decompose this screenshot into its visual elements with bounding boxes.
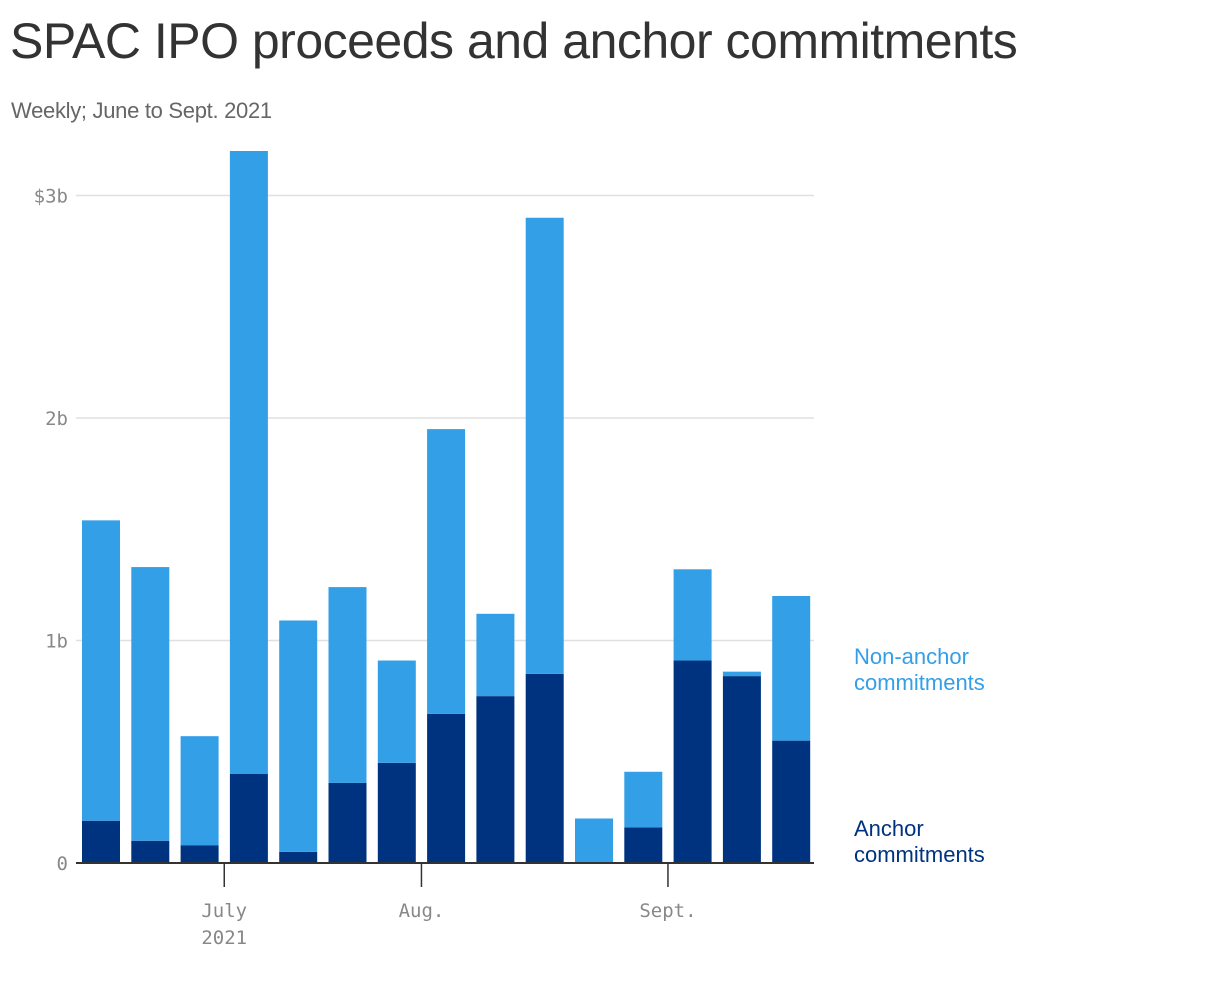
chart-title: SPAC IPO proceeds and anchor commitments — [10, 13, 1018, 69]
chart-subtitle: Weekly; June to Sept. 2021 — [11, 98, 272, 123]
legend-label: Anchor — [854, 816, 924, 841]
bar-anchor — [525, 673, 564, 863]
bar-non-anchor — [476, 613, 515, 697]
axes: 0 1b 2b $3b July 2021 Aug. Sept. — [34, 186, 814, 949]
y-tick-label: 2b — [45, 408, 68, 430]
bar-anchor — [377, 762, 416, 863]
bar-non-anchor — [525, 217, 564, 674]
bar-anchor — [229, 774, 268, 863]
bar-non-anchor — [624, 771, 663, 828]
bar-anchor — [328, 782, 367, 863]
legend-label: Non-anchor — [854, 644, 969, 669]
x-tick-label: 2021 — [201, 927, 247, 949]
x-tick-label: July — [201, 900, 247, 922]
bar-non-anchor — [575, 818, 613, 863]
bar-non-anchor — [279, 620, 318, 852]
y-tick-label: 0 — [57, 853, 68, 875]
y-tick-label: $3b — [34, 186, 68, 208]
bar-anchor — [180, 845, 219, 863]
bars — [82, 151, 811, 863]
bar-anchor — [772, 740, 811, 863]
bar-non-anchor — [180, 736, 219, 846]
bar-non-anchor — [131, 567, 170, 841]
bar-anchor — [131, 840, 170, 863]
bar-non-anchor — [772, 596, 811, 741]
bar-non-anchor — [229, 151, 268, 774]
y-tick-label: 1b — [45, 631, 68, 653]
bar-anchor — [427, 713, 466, 863]
bar-anchor — [673, 660, 712, 863]
bar-non-anchor — [328, 587, 367, 783]
x-tick-label: Aug. — [399, 900, 445, 922]
bar-non-anchor — [722, 671, 761, 677]
bar-anchor — [624, 827, 663, 863]
bar-non-anchor — [673, 569, 712, 661]
bar-anchor — [82, 820, 120, 863]
x-tick-label: Sept. — [639, 900, 696, 922]
bar-non-anchor — [427, 429, 466, 714]
bar-anchor — [722, 676, 761, 863]
bar-anchor — [279, 851, 318, 863]
bar-non-anchor — [377, 660, 416, 763]
legend-label: commitments — [854, 842, 985, 867]
bar-anchor — [476, 696, 515, 863]
legend-label: commitments — [854, 670, 985, 695]
bar-non-anchor — [82, 520, 120, 821]
